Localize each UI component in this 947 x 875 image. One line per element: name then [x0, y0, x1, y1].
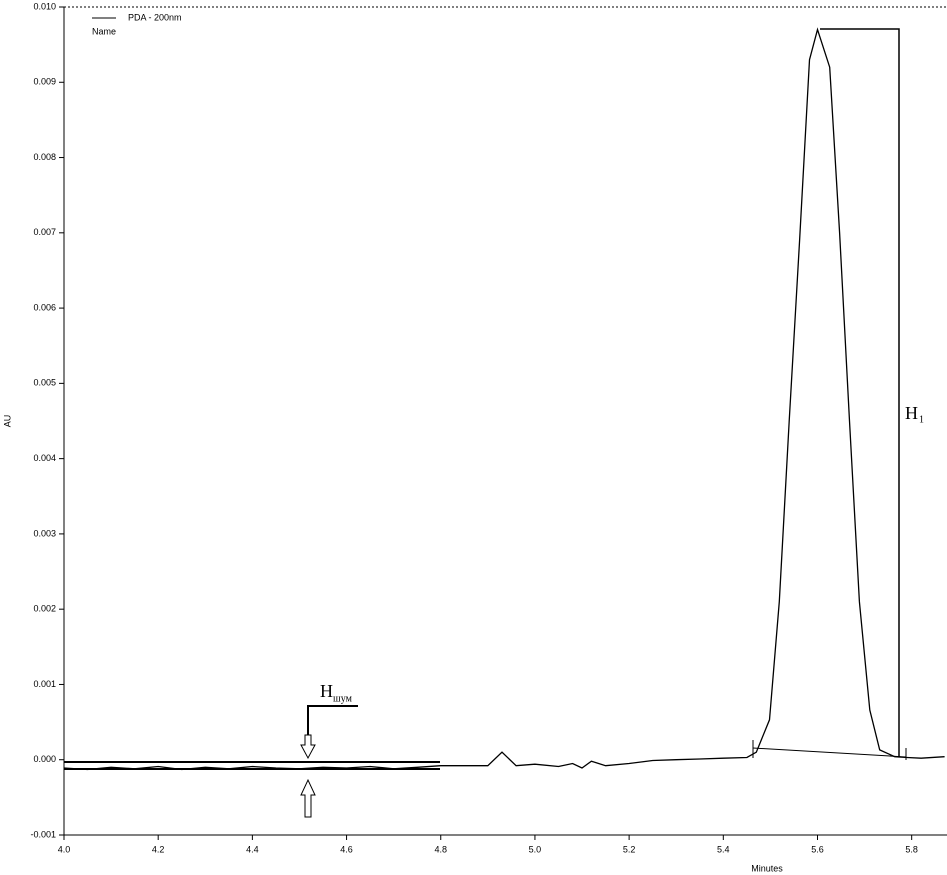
y-tick-label: 0.008 — [33, 152, 56, 162]
y-tick-label: 0.007 — [33, 227, 56, 237]
y-tick-label: 0.009 — [33, 77, 56, 87]
trace-line — [63, 27, 945, 771]
x-tick-label: 4.6 — [340, 844, 353, 854]
noise-bracket — [307, 705, 358, 735]
x-tick-label: 5.4 — [717, 844, 730, 854]
peak-baseline — [752, 747, 907, 758]
y-tick-label: 0.005 — [33, 378, 56, 388]
y-axis-label: AU — [2, 415, 12, 428]
arrow-down — [300, 734, 316, 760]
y-tick-label: 0.002 — [33, 604, 56, 614]
x-tick-label: 5.2 — [623, 844, 636, 854]
x-axis-label: Minutes — [751, 863, 783, 873]
x-tick-label: 4.4 — [246, 844, 259, 854]
legend-title: Name — [92, 26, 116, 36]
x-tick-label: 5.6 — [811, 844, 824, 854]
y-tick-label: 0.006 — [33, 302, 56, 312]
y-tick-label: 0.010 — [33, 1, 56, 11]
legend-label: PDA - 200nm — [128, 12, 182, 22]
x-tick-label: 5.0 — [529, 844, 542, 854]
x-tick-label: 5.8 — [905, 844, 918, 854]
arrow-up — [300, 778, 316, 818]
y-tick-label: 0.000 — [33, 754, 56, 764]
annotation-h1: H — [905, 403, 918, 423]
y-tick-label: 0.001 — [33, 679, 56, 689]
x-tick-label: 4.8 — [434, 844, 447, 854]
annotation-noise-sub: шум — [333, 693, 353, 704]
h1-bracket — [820, 28, 900, 757]
y-tick-label: 0.004 — [33, 453, 56, 463]
annotation-h1-sub: 1 — [919, 414, 924, 425]
y-tick-label: 0.003 — [33, 528, 56, 538]
y-tick-label: -0.001 — [30, 829, 56, 839]
annotation-noise: H — [320, 681, 333, 701]
x-tick-label: 4.2 — [152, 844, 165, 854]
x-tick-label: 4.0 — [58, 844, 71, 854]
